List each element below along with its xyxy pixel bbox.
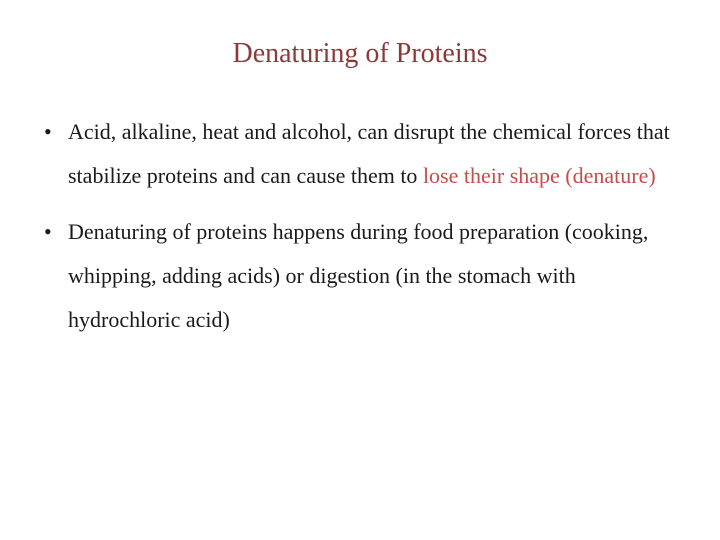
bullet-text-pre: Denaturing of proteins happens during fo… <box>68 219 648 332</box>
bullet-item: Denaturing of proteins happens during fo… <box>40 210 680 342</box>
slide-title: Denaturing of Proteins <box>40 38 680 70</box>
bullet-list: Acid, alkaline, heat and alcohol, can di… <box>40 110 680 342</box>
bullet-text-highlight: lose their shape (denature) <box>423 163 656 188</box>
bullet-item: Acid, alkaline, heat and alcohol, can di… <box>40 110 680 198</box>
